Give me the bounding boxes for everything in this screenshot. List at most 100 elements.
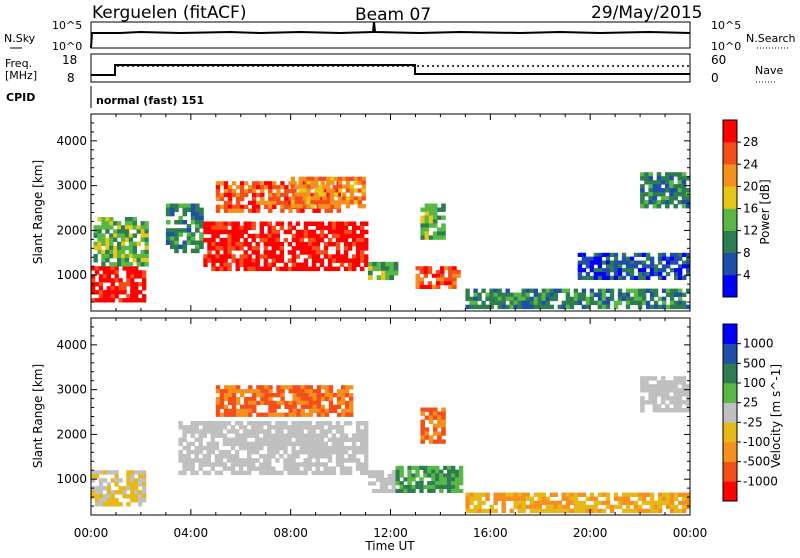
velocity-cell — [661, 496, 667, 501]
velocity-cell — [276, 412, 281, 417]
velocity-cell — [234, 429, 240, 434]
velocity-cell — [247, 466, 252, 471]
power-cell — [211, 242, 216, 247]
velocity-cell — [665, 504, 671, 510]
power-cell — [318, 188, 323, 193]
power-cell — [97, 245, 102, 251]
velocity-cell — [332, 393, 338, 398]
power-cell — [557, 304, 562, 310]
power-colorbar-tick-label: 28 — [743, 135, 758, 149]
power-cell — [356, 262, 361, 267]
velocity-cell — [247, 421, 252, 426]
power-cell — [223, 237, 228, 243]
power-cell — [255, 258, 260, 263]
velocity-cell — [240, 408, 245, 413]
velocity-cell — [284, 400, 289, 406]
velocity-cell — [319, 429, 324, 434]
power-cell — [299, 233, 305, 239]
power-cell — [227, 250, 232, 255]
power-cell — [665, 188, 670, 193]
velocity-cell — [295, 421, 300, 426]
velocity-cell — [138, 494, 143, 499]
velocity-cell — [465, 496, 470, 501]
velocity-cell — [420, 439, 425, 444]
power-cell — [94, 270, 100, 275]
power-cell — [656, 204, 662, 209]
power-cell — [343, 221, 349, 226]
velocity-cell — [126, 482, 131, 487]
velocity-cell — [308, 385, 314, 390]
velocity-cell — [118, 490, 123, 495]
power-cell — [497, 304, 502, 310]
power-cell — [549, 292, 554, 297]
power-cell — [673, 172, 678, 177]
power-cell — [303, 246, 309, 251]
power-cell — [669, 288, 675, 293]
velocity-cell — [537, 496, 542, 501]
velocity-cell — [351, 433, 357, 438]
power-cell — [207, 242, 212, 247]
velocity-cell — [517, 508, 522, 514]
velocity-cell — [613, 496, 619, 501]
power-cell — [349, 196, 355, 201]
power-cell — [497, 292, 502, 297]
velocity-colorbar-segment — [723, 324, 737, 344]
power-cell — [310, 176, 315, 181]
power-cell — [118, 298, 123, 303]
power-cell — [283, 266, 289, 272]
power-cell — [682, 275, 687, 280]
power-cell — [529, 304, 534, 310]
velocity-cell — [218, 454, 224, 459]
velocity-cell — [287, 458, 292, 463]
power-cell — [343, 254, 349, 259]
velocity-cell — [677, 408, 683, 413]
power-cell — [617, 300, 623, 306]
power-cell — [465, 288, 470, 293]
power-cell — [665, 292, 671, 297]
power-cell — [306, 184, 311, 189]
velocity-cell — [252, 400, 257, 406]
power-cell — [649, 292, 655, 297]
power-cell — [227, 185, 233, 190]
power-cell — [364, 254, 369, 259]
power-cell — [106, 286, 111, 291]
power-cell — [315, 237, 321, 243]
power-cell — [199, 215, 204, 221]
power-cell — [423, 273, 429, 278]
power-cell — [121, 262, 126, 267]
power-cell — [625, 296, 631, 302]
power-cell — [105, 229, 110, 234]
velocity-cell — [238, 470, 244, 476]
power-cell — [102, 274, 108, 279]
power-cell — [215, 221, 220, 226]
velocity-cell — [439, 481, 444, 486]
velocity-cell — [252, 396, 257, 402]
power-cell — [314, 200, 319, 205]
velocity-cell — [303, 458, 308, 463]
velocity-cell — [613, 504, 619, 510]
velocity-cell — [553, 500, 558, 506]
velocity-cell — [355, 449, 361, 455]
power-cell — [677, 188, 683, 193]
power-cell — [652, 204, 658, 209]
velocity-cell — [336, 393, 342, 398]
velocity-cell — [644, 388, 649, 393]
noise-left-label: N.Sky — [4, 32, 36, 45]
velocity-cell — [287, 466, 292, 471]
power-cell — [267, 262, 272, 267]
power-cell — [597, 260, 603, 265]
velocity-cell — [218, 458, 224, 463]
velocity-cell — [379, 488, 385, 493]
power-cell — [322, 192, 327, 197]
power-cell — [448, 277, 453, 282]
power-cell — [182, 244, 188, 250]
velocity-cell — [304, 412, 309, 417]
power-cell — [105, 245, 110, 251]
power-cell — [268, 189, 273, 194]
power-cell — [275, 221, 280, 226]
velocity-cell — [541, 508, 546, 514]
velocity-cell — [256, 400, 261, 406]
power-cell — [272, 192, 277, 198]
velocity-cell — [295, 429, 300, 434]
